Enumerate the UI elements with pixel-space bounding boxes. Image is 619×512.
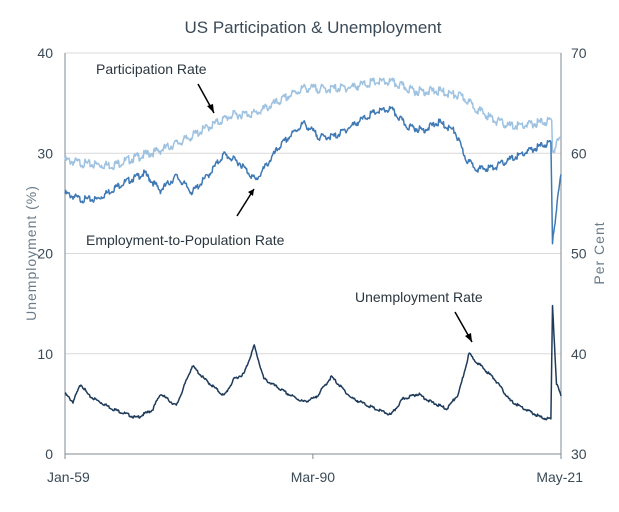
series-layer [64,77,562,421]
y-left-tick-label: 20 [37,246,53,262]
series-line-participation [64,77,562,171]
x-tick-label: Jan-59 [47,469,90,485]
annotation-unemployment-arrowhead [465,333,472,342]
y-right-tick-label: 40 [571,346,587,362]
annotation-employment-arrowhead [248,189,254,196]
annotation-participation: Participation Rate [96,61,215,114]
y-left-tick-label: 10 [37,346,53,362]
tick-layer: 0 10 20 30 40 30 40 50 60 70 Jan-59 Mar-90 May-21 [37,45,586,485]
x-tick-label: May-21 [536,469,583,485]
x-tick-label: Mar-90 [291,469,336,485]
chart-title: US Participation & Unemployment [184,18,441,37]
y-left-tick-label: 40 [37,45,53,61]
annotation-participation-label: Participation Rate [96,61,207,77]
y-left-tick-label: 30 [37,145,53,161]
y-right-tick-label: 70 [571,45,587,61]
annotation-employment: Employment-to-Population Rate [86,188,285,248]
y-right-tick-label: 60 [571,145,587,161]
series-line-employment [64,105,562,245]
annotation-participation-arrowhead [207,104,214,113]
y-axis-right-label: Per Cent [591,221,607,284]
series-line-unemployment [64,304,562,421]
y-axis-left-label: Unemployment (%) [23,185,39,321]
annotation-unemployment: Unemployment Rate [355,289,483,343]
annotation-unemployment-label: Unemployment Rate [355,289,483,305]
grid-layer [65,52,561,355]
annotation-employment-label: Employment-to-Population Rate [86,232,285,248]
y-right-tick-label: 50 [571,246,587,262]
y-left-tick-label: 0 [45,446,53,462]
y-right-tick-label: 30 [571,446,587,462]
